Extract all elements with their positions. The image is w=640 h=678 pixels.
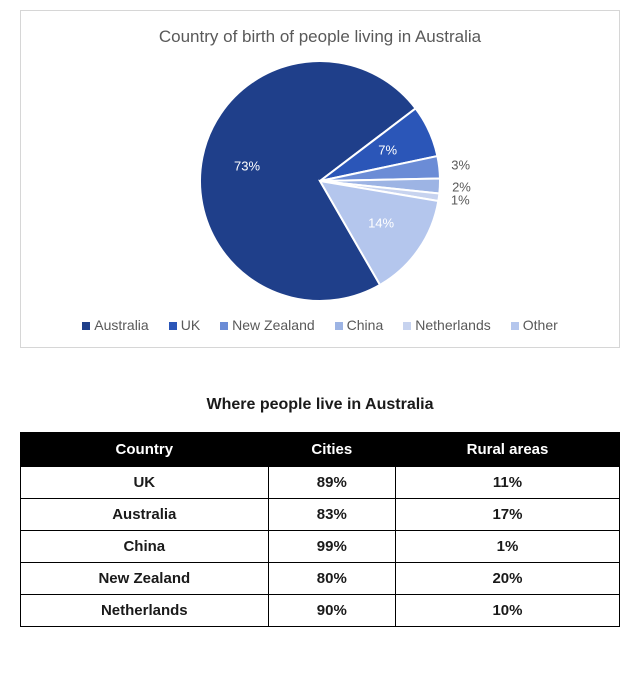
legend-swatch bbox=[169, 322, 177, 330]
table-row: China99%1% bbox=[21, 531, 620, 563]
legend-swatch bbox=[82, 322, 90, 330]
table-row: New Zealand80%20% bbox=[21, 563, 620, 595]
table-title: Where people live in Australia bbox=[0, 396, 640, 414]
legend-label: Netherlands bbox=[415, 317, 491, 333]
legend-label: China bbox=[347, 317, 384, 333]
table-cell: Netherlands bbox=[21, 595, 269, 627]
legend-label: UK bbox=[181, 317, 200, 333]
legend-label: Other bbox=[523, 317, 558, 333]
table-row: Australia83%17% bbox=[21, 499, 620, 531]
slice-pct-label: 7% bbox=[378, 143, 397, 158]
legend-item: UK bbox=[169, 317, 200, 333]
table-cell: 11% bbox=[395, 467, 619, 499]
table-cell: 89% bbox=[268, 467, 395, 499]
chart-legend: Australia UK New Zealand China Netherlands Ot… bbox=[31, 317, 609, 333]
legend-item: Australia bbox=[82, 317, 148, 333]
table-header-cell: Cities bbox=[268, 433, 395, 467]
legend-item: China bbox=[335, 317, 384, 333]
table-header-row: CountryCitiesRural areas bbox=[21, 433, 620, 467]
data-table: CountryCitiesRural areasUK89%11%Australi… bbox=[20, 432, 620, 627]
table-cell: 99% bbox=[268, 531, 395, 563]
legend-swatch bbox=[511, 322, 519, 330]
chart-title: Country of birth of people living in Aus… bbox=[31, 27, 609, 47]
table-header-cell: Rural areas bbox=[395, 433, 619, 467]
table-cell: 10% bbox=[395, 595, 619, 627]
legend-label: Australia bbox=[94, 317, 148, 333]
slice-pct-label: 3% bbox=[451, 157, 470, 172]
table-row: UK89%11% bbox=[21, 467, 620, 499]
legend-swatch bbox=[335, 322, 343, 330]
table-cell: 17% bbox=[395, 499, 619, 531]
table-cell: Australia bbox=[21, 499, 269, 531]
legend-swatch bbox=[220, 322, 228, 330]
table-cell: 90% bbox=[268, 595, 395, 627]
legend-item: Netherlands bbox=[403, 317, 491, 333]
table-cell: 1% bbox=[395, 531, 619, 563]
table-row: Netherlands90%10% bbox=[21, 595, 620, 627]
table-cell: 83% bbox=[268, 499, 395, 531]
table-cell: China bbox=[21, 531, 269, 563]
pie-chart: 73%7%3%2%1%14% bbox=[200, 61, 440, 301]
table-cell: New Zealand bbox=[21, 563, 269, 595]
table-cell: 20% bbox=[395, 563, 619, 595]
slice-pct-label: 1% bbox=[451, 193, 470, 208]
legend-item: Other bbox=[511, 317, 558, 333]
pie-chart-card: Country of birth of people living in Aus… bbox=[20, 10, 620, 348]
table-cell: 80% bbox=[268, 563, 395, 595]
legend-swatch bbox=[403, 322, 411, 330]
slice-pct-label: 73% bbox=[234, 159, 260, 174]
legend-item: New Zealand bbox=[220, 317, 315, 333]
legend-label: New Zealand bbox=[232, 317, 315, 333]
table-header-cell: Country bbox=[21, 433, 269, 467]
table-cell: UK bbox=[21, 467, 269, 499]
slice-pct-label: 14% bbox=[368, 216, 394, 231]
